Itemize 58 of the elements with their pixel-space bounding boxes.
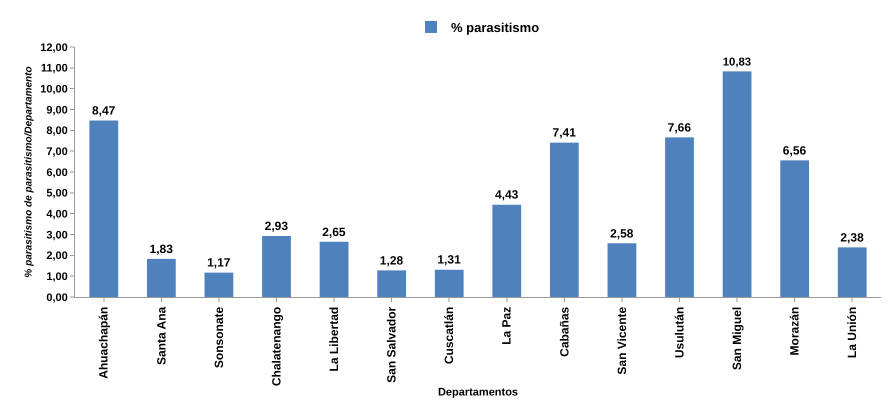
bar xyxy=(320,242,348,297)
bar xyxy=(780,160,810,297)
x-tick-label: Cuscatlán xyxy=(442,306,456,364)
data-label: 8,47 xyxy=(92,104,116,118)
x-tick-label: San Salvador xyxy=(384,306,399,383)
y-tick-label: 12,00 xyxy=(40,42,68,54)
bar xyxy=(262,236,291,297)
bar xyxy=(146,258,176,297)
y-tick-label: 1,00 xyxy=(46,271,68,284)
bar xyxy=(434,270,464,297)
x-tick-label: Ahuachapán xyxy=(96,306,111,379)
y-tick-label: 7,00 xyxy=(46,146,68,158)
data-label: 1,28 xyxy=(380,253,404,268)
x-axis-title: Departamentos xyxy=(438,386,518,398)
bar xyxy=(838,247,867,297)
data-label: 2,58 xyxy=(610,226,634,240)
x-tick-label: La Paz xyxy=(500,306,514,345)
y-tick-label: 0,00 xyxy=(46,292,68,304)
legend-label: % parasitismo xyxy=(451,20,540,36)
bar xyxy=(608,243,636,297)
x-tick-label: San Miguel xyxy=(730,306,744,370)
x-tick-label: San Vicente xyxy=(614,306,629,375)
data-label: 7,41 xyxy=(552,126,576,140)
y-tick-label: 9,00 xyxy=(46,104,68,116)
bar xyxy=(550,142,579,297)
y-axis-title: % parasitismo de parasitismo/Departamento xyxy=(23,66,34,278)
data-label: 1,17 xyxy=(207,256,231,270)
data-label: 4,43 xyxy=(494,188,519,202)
data-label: 1,31 xyxy=(437,252,462,267)
y-tick-label: 8,00 xyxy=(46,125,68,138)
x-tick-label: La Libertad xyxy=(326,306,341,372)
data-label: 7,66 xyxy=(668,120,692,134)
x-tick-label: Cabañas xyxy=(557,306,572,357)
y-tick-label: 10,00 xyxy=(40,84,68,96)
bar xyxy=(665,137,694,297)
bar xyxy=(377,270,406,297)
x-tick-label: La Unión xyxy=(845,306,860,358)
data-label: 2,38 xyxy=(840,230,864,244)
y-tick-label: 4,00 xyxy=(46,208,68,221)
bar xyxy=(89,120,118,297)
x-tick-label: Chalatenango xyxy=(269,306,284,386)
x-tick-label: Morazán xyxy=(788,306,802,356)
data-label: 2,65 xyxy=(322,224,346,239)
y-tick-label: 5,00 xyxy=(46,188,68,200)
data-label: 6,56 xyxy=(782,143,806,158)
data-label: 1,83 xyxy=(150,242,174,256)
x-tick-label: Santa Ana xyxy=(154,306,168,366)
bar xyxy=(204,272,234,297)
bar xyxy=(722,71,752,297)
x-tick-label: Usulután xyxy=(672,306,686,358)
data-label: 10,83 xyxy=(722,56,752,69)
y-tick-label: 6,00 xyxy=(46,166,68,179)
data-label: 2,93 xyxy=(264,218,288,233)
y-tick-label: 3,00 xyxy=(46,229,68,242)
bar xyxy=(492,204,522,297)
x-tick-label: Sonsonate xyxy=(212,306,226,368)
y-tick-label: 11,00 xyxy=(40,62,68,75)
y-tick-label: 2,00 xyxy=(46,250,68,262)
